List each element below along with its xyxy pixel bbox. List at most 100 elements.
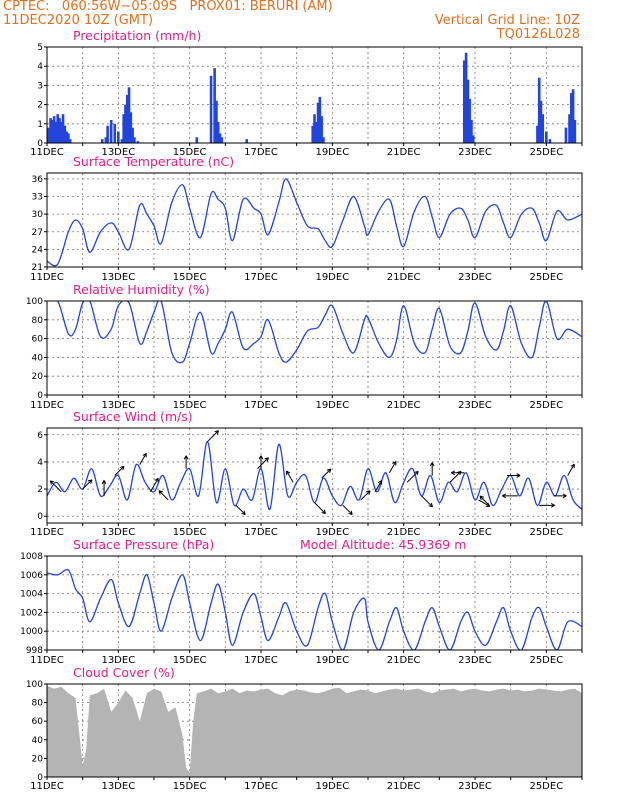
x-tick-label: 23DEC (458, 400, 492, 411)
x-tick-label: 13DEC (101, 272, 135, 283)
precip-bar (124, 104, 127, 143)
x-tick-label: 11DEC (30, 272, 64, 283)
x-tick-label: 19DEC (315, 272, 349, 283)
precip-bar (245, 139, 249, 143)
y-tick-label: 100 (26, 297, 43, 307)
wind-arrow (139, 453, 147, 465)
wind-arrow (150, 478, 159, 493)
precip-bar (318, 96, 322, 143)
x-tick-label: 17DEC (244, 527, 278, 538)
wind-arrow (114, 465, 125, 476)
precip-bar (568, 114, 571, 143)
panel-2: 21 24 27 30 33 36 11DEC 13DEC 15DEC 17DEC 19DEC 21D… (30, 154, 583, 283)
precip-bar (65, 131, 68, 143)
y-tick-label: 2 (37, 101, 43, 111)
precip-bar (218, 133, 222, 143)
precip-bar (213, 68, 216, 143)
panel-5: 998 1000 1002 1004 1006 1008 11DEC 13DEC 15DEC 17… (20, 537, 583, 666)
x-tick-label: 13DEC (101, 781, 135, 792)
x-tick-label: 17DEC (244, 655, 278, 666)
precip-bar (67, 133, 70, 143)
wind-arrow (257, 457, 269, 470)
y-tick-label: 24 (32, 245, 44, 255)
y-tick-label: 0 (37, 773, 43, 783)
panel-annotation: Model Altitude: 45.9369 m (300, 537, 466, 552)
panel-frame (46, 427, 583, 524)
precip-bar (468, 98, 471, 143)
series-line (47, 440, 582, 511)
y-tick-label: 20 (32, 372, 44, 382)
x-tick-label: 13DEC (101, 655, 135, 666)
x-tick-label: 17DEC (244, 272, 278, 283)
x-tick-label: 19DEC (315, 527, 349, 538)
x-tick-label: 15DEC (173, 147, 207, 158)
precip-bar (122, 114, 125, 143)
x-tick-label: 25DEC (529, 655, 563, 666)
y-tick-label: 1 (37, 120, 43, 130)
y-tick-label: 60 (32, 717, 44, 727)
wind-arrow-head (516, 473, 521, 478)
series-line (47, 178, 582, 267)
x-tick-label: 13DEC (101, 400, 135, 411)
x-tick-label: 25DEC (529, 527, 563, 538)
wind-arrow-head (142, 452, 147, 458)
wind-arrow-head (502, 493, 507, 499)
panel-frame (46, 555, 583, 651)
panel-title: Relative Humidity (%) (73, 282, 210, 297)
x-tick-label: 25DEC (529, 781, 563, 792)
wind-arrow (342, 505, 353, 515)
wind-arrow-head (183, 455, 189, 460)
header-line3-right: TQ0126L028 (496, 27, 580, 42)
precip-bar (316, 102, 320, 143)
wind-arrow (479, 495, 490, 506)
panel-1: 0 1 2 3 4 5 11DEC 13DEC 15DEC 17DEC 19DEC 21DEC 23DE… (30, 28, 583, 158)
panel-title: Cloud Cover (%) (73, 665, 175, 680)
wind-arrow-head (258, 455, 264, 460)
precip-bar (129, 112, 133, 143)
x-tick-label: 11DEC (30, 781, 64, 792)
wind-arrow (567, 463, 575, 476)
precip-bar (58, 118, 61, 143)
precip-bar (545, 131, 548, 143)
wind-arrow-head (479, 495, 485, 501)
header-line1: CPTEC: 060:56W−05:09S PROX01: BERURI (AM… (3, 0, 333, 14)
wind-arrow-head (348, 510, 353, 516)
wind-arrow-head (158, 490, 164, 495)
wind-arrow (406, 470, 419, 483)
x-tick-label: 23DEC (458, 527, 492, 538)
wind-arrow-head (49, 480, 55, 485)
precip-bar (136, 141, 140, 143)
panel-frame (46, 172, 583, 268)
x-tick-label: 23DEC (458, 781, 492, 792)
panel-title: Surface Pressure (hPa) (73, 537, 214, 552)
y-tick-label: 36 (32, 175, 44, 185)
precip-bar (564, 127, 568, 143)
y-tick-label: 1008 (20, 552, 43, 562)
y-tick-label: 80 (32, 699, 44, 709)
x-tick-label: 15DEC (173, 400, 207, 411)
precip-bar (117, 131, 120, 143)
x-tick-label: 25DEC (529, 147, 563, 158)
precip-bar (104, 137, 108, 143)
y-tick-label: 40 (32, 736, 44, 746)
x-tick-label: 13DEC (101, 147, 135, 158)
wind-arrow (158, 490, 169, 501)
y-tick-label: 2 (37, 485, 43, 495)
y-tick-label: 6 (37, 431, 43, 441)
x-tick-label: 11DEC (30, 655, 64, 666)
precip-bar (109, 119, 113, 143)
y-tick-label: 1000 (20, 627, 43, 637)
wind-arrow (374, 480, 383, 493)
wind-arrow-head (366, 490, 371, 495)
precip-bar (68, 139, 72, 143)
precip-bar (220, 137, 224, 143)
y-tick-label: 0 (37, 391, 43, 401)
precip-bar (120, 139, 124, 143)
x-tick-label: 23DEC (458, 655, 492, 666)
wind-arrow-head (550, 503, 555, 508)
y-tick-label: 100 (26, 680, 43, 690)
wind-arrow-head (428, 502, 433, 508)
y-tick-label: 40 (32, 353, 44, 363)
precip-bar (573, 119, 577, 143)
